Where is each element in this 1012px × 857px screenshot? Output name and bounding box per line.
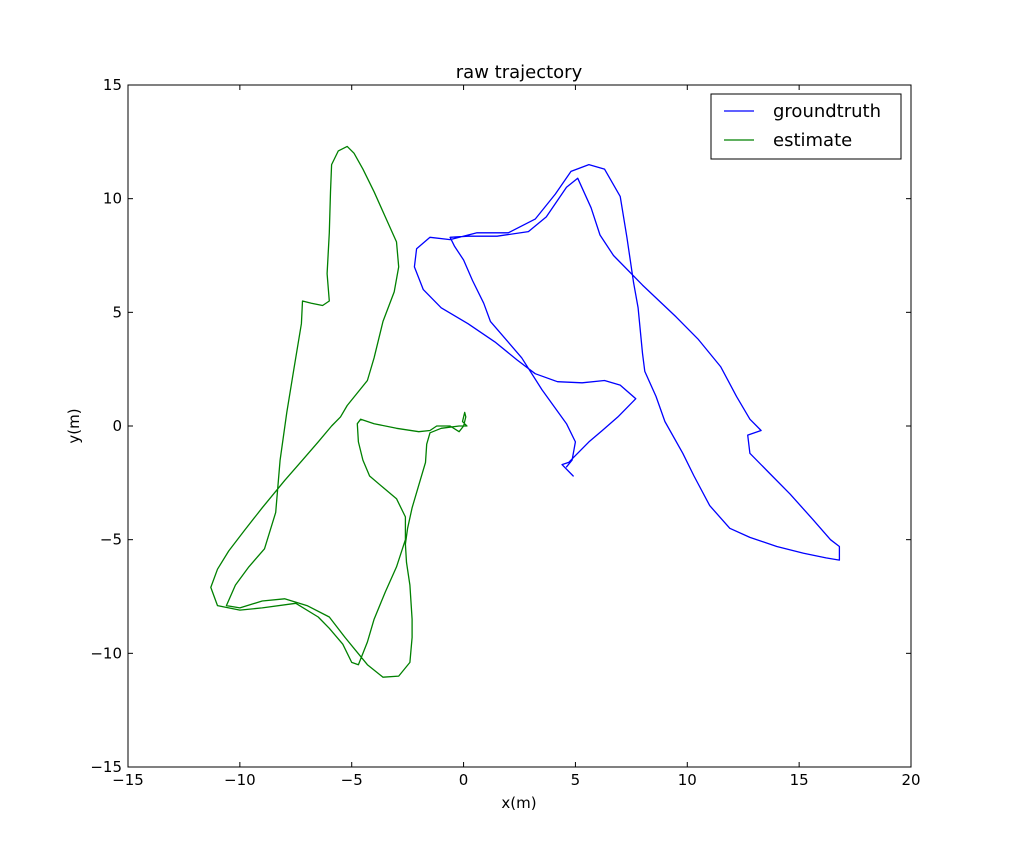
y-tick-label: 10 xyxy=(103,190,122,208)
x-axis-label: x(m) xyxy=(501,794,536,812)
y-tick-label: −15 xyxy=(90,758,122,776)
y-tick-label: 15 xyxy=(103,76,122,94)
axes-layer: −15 −10 −5 0 5 10 15 20 −15 −10 −5 0 5 10 15 xyxy=(90,76,920,789)
y-tick-label: −5 xyxy=(100,531,122,549)
x-tick-label: 5 xyxy=(571,771,581,789)
x-tick-label: 0 xyxy=(459,771,469,789)
legend-label-estimate: estimate xyxy=(773,130,852,151)
series-line-estimate xyxy=(210,145,468,678)
x-tick-label: 10 xyxy=(678,771,697,789)
legend: groundtruth estimate xyxy=(710,93,902,160)
chart-title: raw trajectory xyxy=(456,62,583,83)
x-tick-label: 15 xyxy=(790,771,809,789)
y-tick-label: 0 xyxy=(112,417,122,435)
y-tick-label: 5 xyxy=(112,303,122,321)
x-tick-label: −5 xyxy=(341,771,363,789)
legend-frame xyxy=(710,93,902,160)
y-tick-label: −10 xyxy=(90,644,122,662)
y-axis-label: y(m) xyxy=(65,408,83,443)
x-tick-label: −15 xyxy=(112,771,144,789)
x-tick-label: 20 xyxy=(901,771,920,789)
plot-layer xyxy=(210,145,841,678)
series-line-groundtruth xyxy=(413,163,841,561)
legend-label-groundtruth: groundtruth xyxy=(773,101,881,122)
x-tick-label: −10 xyxy=(224,771,256,789)
